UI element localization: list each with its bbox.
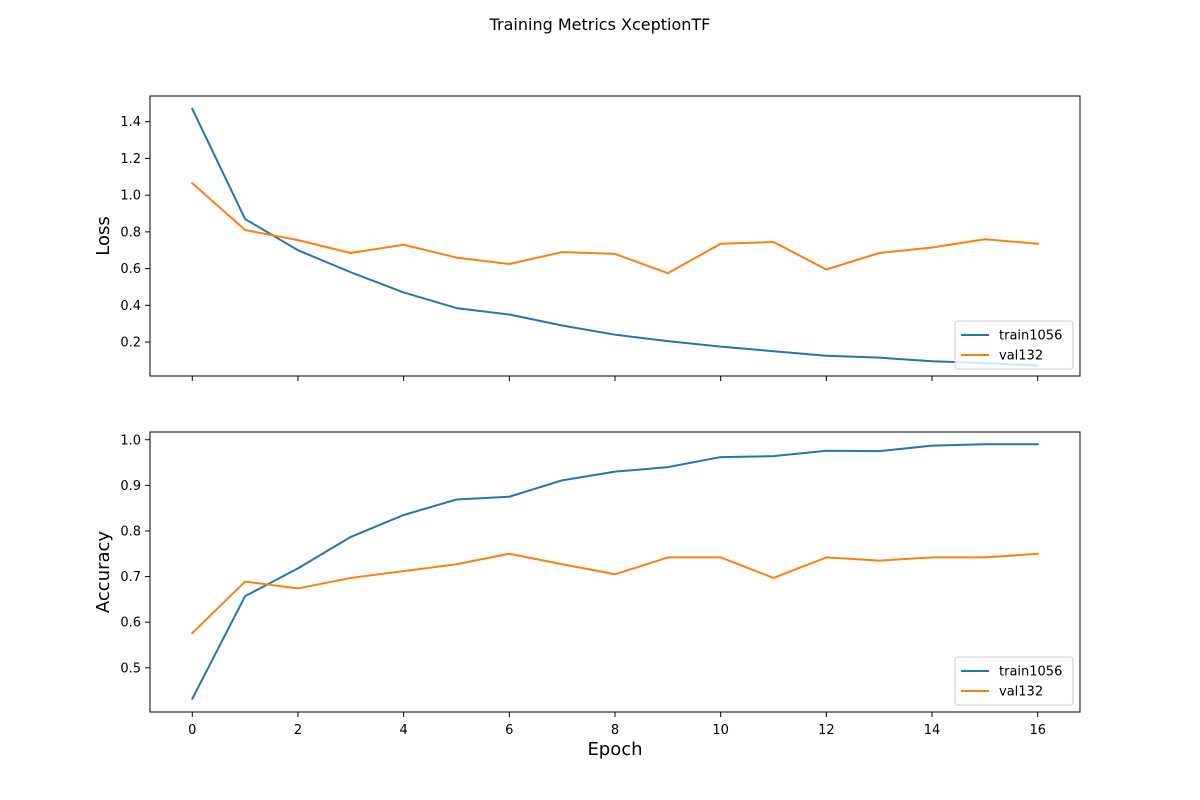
accuracy-xtick-label: 2 xyxy=(294,723,302,738)
loss-series-group xyxy=(190,107,1039,367)
accuracy-train1056-line xyxy=(190,443,1039,701)
loss-ytick-label: 0.4 xyxy=(120,299,141,314)
loss-val132-line xyxy=(190,181,1039,275)
accuracy-subplot: 0 2 4 6 8 10 12 14 16 0.5 0.6 0.7 0.8 0.9 1.0 Accuracy E… xyxy=(93,431,1081,760)
accuracy-xtick-label: 0 xyxy=(188,723,196,738)
loss-train1056-line xyxy=(190,107,1039,367)
loss-legend-label-train1056: train1056 xyxy=(999,329,1062,344)
accuracy-legend: train1056 val132 xyxy=(954,656,1074,706)
loss-ytick-label: 1.2 xyxy=(120,152,141,167)
accuracy-xtick-label: 4 xyxy=(399,723,407,738)
accuracy-ytick-label: 0.9 xyxy=(120,479,141,494)
accuracy-ytick-label: 0.7 xyxy=(120,570,141,585)
accuracy-xtick-label: 16 xyxy=(1029,723,1046,738)
loss-ytick-label: 1.0 xyxy=(120,189,141,204)
loss-legend-label-val132: val132 xyxy=(999,349,1043,364)
accuracy-legend-label-train1056: train1056 xyxy=(999,665,1062,680)
accuracy-val132-line xyxy=(190,552,1039,635)
loss-legend: train1056 val132 xyxy=(954,320,1074,370)
loss-subplot: 0.2 0.4 0.6 0.8 1.0 1.2 1.4 Loss train1056 val132 xyxy=(93,95,1081,381)
accuracy-legend-label-val132: val132 xyxy=(999,685,1043,700)
figure-title: Training Metrics XceptionTF xyxy=(489,15,711,34)
accuracy-ylabel: Accuracy xyxy=(93,531,114,614)
accuracy-xtick-label: 10 xyxy=(712,723,729,738)
loss-ytick-label: 1.4 xyxy=(120,115,141,130)
accuracy-xtick-label: 8 xyxy=(611,723,619,738)
accuracy-series-group xyxy=(190,443,1039,701)
accuracy-ytick-label: 0.8 xyxy=(120,524,141,539)
loss-ytick-label: 0.6 xyxy=(120,262,141,277)
accuracy-ytick-label: 0.6 xyxy=(120,616,141,631)
accuracy-xtick-label: 12 xyxy=(818,723,835,738)
loss-ytick-label: 0.8 xyxy=(120,225,141,240)
loss-ytick-label: 0.2 xyxy=(120,336,141,351)
accuracy-xtick-label: 6 xyxy=(505,723,513,738)
loss-ylabel: Loss xyxy=(93,216,114,255)
accuracy-xlabel: Epoch xyxy=(587,739,642,760)
accuracy-ytick-label: 0.5 xyxy=(120,661,141,676)
accuracy-ytick-label: 1.0 xyxy=(120,433,141,448)
accuracy-legend-box xyxy=(954,656,1074,706)
loss-legend-box xyxy=(954,320,1074,370)
accuracy-xtick-label: 14 xyxy=(924,723,941,738)
